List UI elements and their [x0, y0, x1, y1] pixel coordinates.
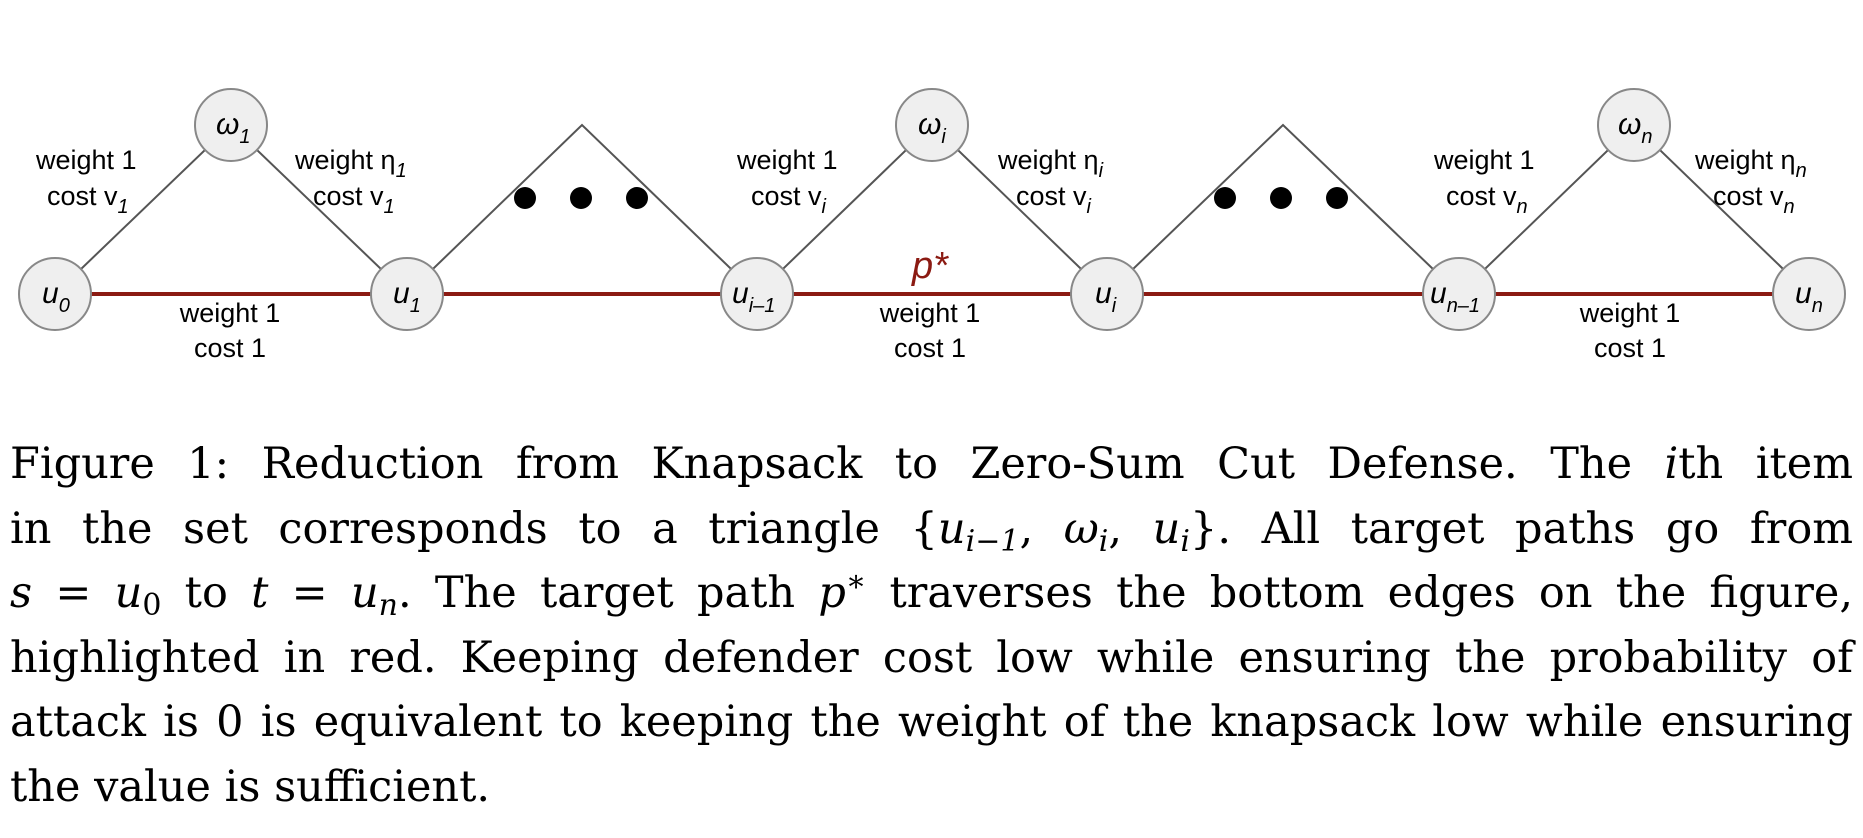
node-circle	[194, 88, 268, 162]
caption-line-5: attack is 0 is equivalent to keeping the…	[10, 697, 1853, 747]
left-weight-label: weight 1	[736, 145, 838, 175]
node-ui: ui	[1070, 257, 1144, 331]
node-circle	[370, 257, 444, 331]
caption-line-6: the value is sufficient.	[10, 761, 491, 812]
node-label: un–1	[1430, 277, 1480, 317]
node-un: un	[1772, 257, 1846, 331]
bottom-weight-label: weight 1	[179, 298, 281, 328]
right-cost-label: cost v1	[313, 181, 395, 218]
figure-caption: Figure 1: Reduction from Knapsack to Zer…	[10, 432, 1853, 819]
node-u1: u1	[370, 257, 444, 331]
left-cost-label: cost vi	[751, 181, 827, 218]
ellipsis-dots-right	[1214, 187, 1348, 209]
ellipsis-dot	[1270, 187, 1292, 209]
node-u0: u0	[18, 257, 92, 331]
left-cost-label: cost vn	[1446, 181, 1528, 218]
ellipsis-triangle-left	[406, 123, 758, 295]
edge-un-1-omegan	[1458, 124, 1635, 295]
top-nodes: ω1 ωi ωn	[194, 88, 1671, 162]
node-circle	[18, 257, 92, 331]
edge-omegai-ui	[931, 124, 1108, 295]
edge-omegan-un	[1633, 124, 1810, 295]
node-circle	[1772, 257, 1846, 331]
node-omegai: ωi	[895, 88, 969, 162]
caption-line-1: Figure 1: Reduction from Knapsack to Zer…	[10, 439, 1853, 489]
ellipsis-dot	[570, 187, 592, 209]
node-ui-1: ui–1	[720, 257, 794, 331]
triangle-i-labels: weight 1 cost vi weight ηi cost vi weigh…	[736, 145, 1104, 363]
node-label: ωn	[1618, 108, 1653, 148]
node-un-1: un–1	[1422, 257, 1496, 331]
node-label: un	[1795, 277, 1823, 317]
ellipsis-dot	[1326, 187, 1348, 209]
ellipsis-dot	[1214, 187, 1236, 209]
edge-ui-1-omegai	[756, 124, 933, 295]
triangle-n-labels: weight 1 cost vn weight ηn cost vn weigh…	[1433, 145, 1807, 363]
caption-line-3: s = u0 to t = un. The target path p∗ tra…	[10, 564, 1854, 623]
left-weight-label: weight 1	[1433, 145, 1535, 175]
node-circle	[1070, 257, 1144, 331]
ellipsis-dot	[514, 187, 536, 209]
node-label: ωi	[918, 108, 946, 148]
bottom-weight-label: weight 1	[879, 298, 981, 328]
right-weight-label: weight η1	[294, 145, 407, 182]
ellipsis-triangle-right	[1106, 123, 1460, 295]
left-weight-label: weight 1	[35, 145, 137, 175]
right-weight-label: weight ηi	[997, 145, 1104, 182]
node-circle	[1422, 257, 1496, 331]
node-omega1: ω1	[194, 88, 268, 162]
caption-label: Figure 1:	[10, 439, 230, 489]
bottom-weight-label: weight 1	[1579, 298, 1681, 328]
node-circle	[895, 88, 969, 162]
right-cost-label: cost vi	[1016, 181, 1092, 218]
node-label: ω1	[216, 108, 251, 148]
node-circle	[1597, 88, 1671, 162]
right-weight-label: weight ηn	[1694, 145, 1807, 182]
bottom-cost-label: cost 1	[894, 333, 966, 363]
caption-line-4: highlighted in red. Keeping defender cos…	[10, 632, 1853, 683]
bottom-cost-label: cost 1	[194, 333, 266, 363]
triangle-1-labels: weight 1 cost v1 weight η1 cost v1 weigh…	[35, 145, 407, 363]
bottom-cost-label: cost 1	[1594, 333, 1666, 363]
node-label: u0	[42, 277, 70, 317]
left-cost-label: cost v1	[47, 181, 129, 218]
node-circle	[720, 257, 794, 331]
node-label: ui–1	[732, 277, 775, 317]
ellipsis-dot	[626, 187, 648, 209]
node-label: u1	[393, 277, 421, 317]
bottom-nodes: u0 u1 ui–1 ui un–1 un	[18, 257, 1846, 331]
edge-omega1-u1	[230, 124, 408, 295]
ellipsis-dots-left	[514, 187, 648, 209]
edge-u0-omega1	[54, 124, 232, 295]
node-omegan: ωn	[1597, 88, 1671, 162]
triangle-edges	[54, 123, 1810, 295]
node-label: ui	[1095, 277, 1117, 317]
caption-line-2: in the set corresponds to a triangle {ui…	[10, 503, 1853, 559]
right-cost-label: cost vn	[1713, 181, 1795, 218]
target-path-label: p*	[911, 245, 949, 287]
reduction-figure: p* weight 1 cost v1 weight η1 cost v1 we…	[18, 88, 1846, 363]
